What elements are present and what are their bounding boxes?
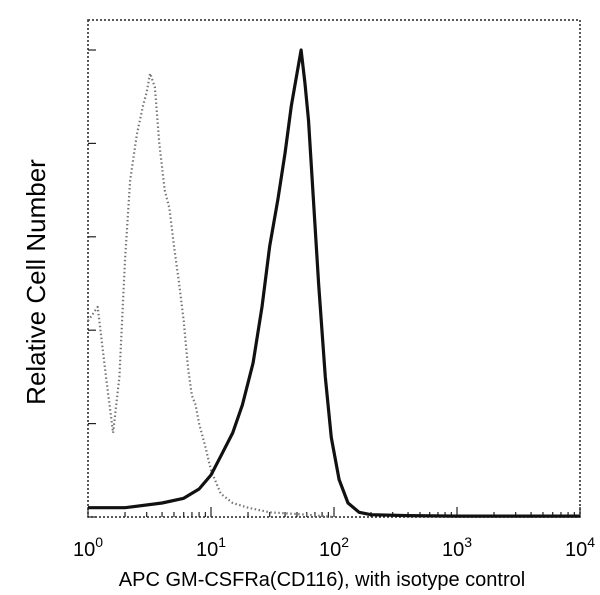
x-tick-label: 103 — [442, 534, 472, 561]
x-tick-label: 102 — [319, 534, 349, 561]
plot-frame — [87, 19, 581, 518]
series-layer — [87, 48, 580, 519]
y-axis-ticks — [88, 49, 96, 518]
isotype-control-curve — [87, 72, 335, 519]
x-tick-label: 104 — [565, 534, 595, 561]
x-tick-label: 101 — [196, 534, 226, 561]
cd116-curve — [88, 48, 580, 518]
x-axis-title: APC GM-CSFRa(CD116), with isotype contro… — [119, 569, 525, 591]
x-tick-label: 100 — [73, 534, 103, 561]
x-axis-tick-labels: 100 101 102 103 104 — [73, 534, 595, 561]
y-axis-title: Relative Cell Number — [21, 159, 51, 405]
